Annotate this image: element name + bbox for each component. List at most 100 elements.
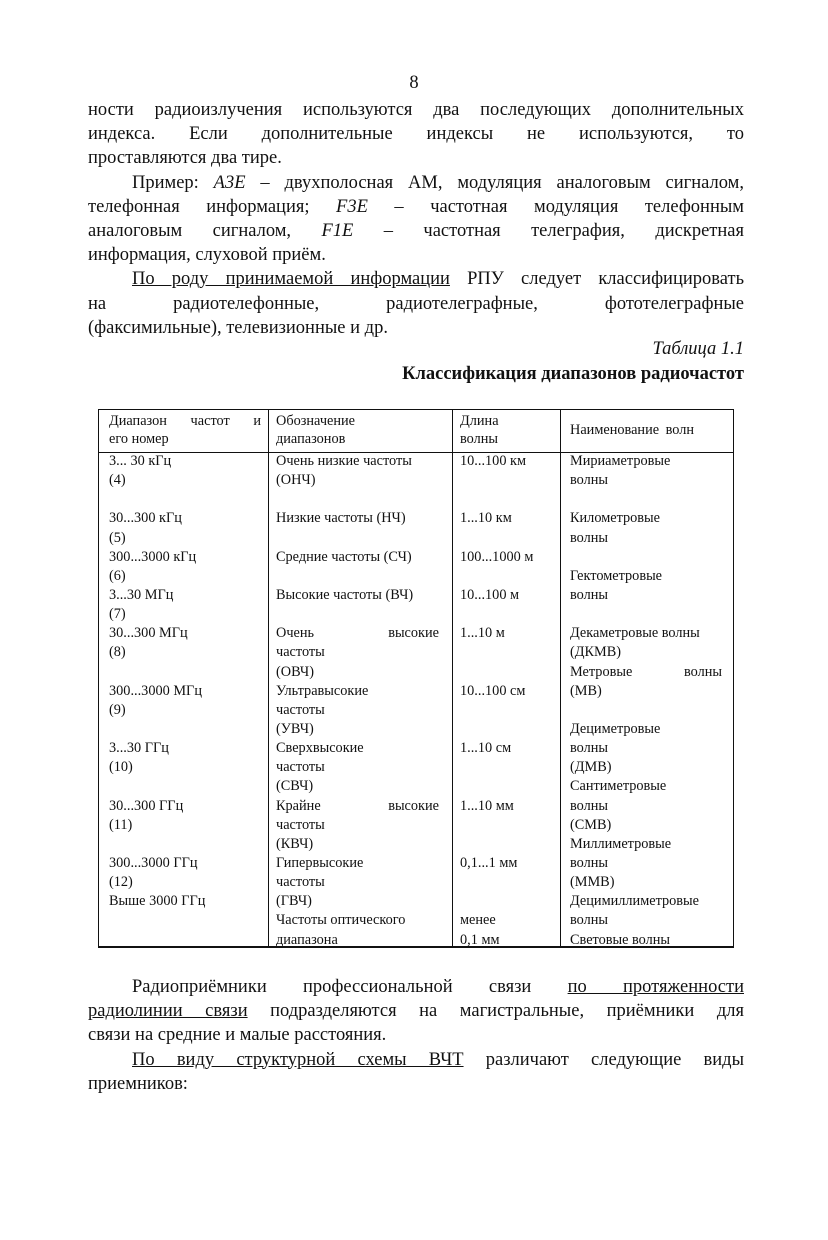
table-cell-line: [460, 643, 555, 662]
table-cell-line: (10): [109, 759, 133, 776]
table-cell-line: 30...300 МГц: [109, 625, 188, 642]
header-line: Обозначение: [276, 413, 356, 429]
table-cell-line: частоты: [276, 874, 325, 891]
table-cell-line: Гектометровые: [570, 567, 663, 584]
table-cell-line: частоты: [276, 701, 325, 718]
table-cell-line: [276, 605, 439, 624]
column-range: 3... 30 кГц (4) 30...300 кГц (5) 300...3000 …: [109, 452, 261, 950]
text: аналоговым сигналом,: [88, 220, 322, 241]
text: РПУ следует классифицировать: [449, 269, 744, 290]
header-line: Диапазон частот и: [109, 413, 261, 429]
top-text: ности радиоизлучения используются два по…: [88, 98, 744, 340]
table-cell-line: волны: [570, 586, 609, 603]
table-cell-line: [460, 758, 555, 777]
table-cell-line: [109, 777, 261, 796]
header-line: волны: [460, 431, 499, 447]
table-cell-line: 10...100 км: [460, 453, 527, 469]
table-cell-line: 1...10 см: [460, 740, 512, 757]
table-cell-line: (ДКМВ): [570, 644, 622, 661]
table-cell-line: Крайне высокие: [276, 797, 439, 814]
table-cell-line: частоты: [276, 816, 325, 833]
table-cell-line: (6): [109, 567, 126, 584]
text: – двухполосная АМ, модуляция аналоговым …: [245, 172, 744, 193]
text: проставляются два тире.: [88, 148, 282, 169]
table-cell-line: 300...3000 кГц: [109, 548, 197, 565]
table-cell-line: 0,1 мм: [460, 931, 500, 948]
text: на радиотелефонные, радиотелеграфные, фо…: [88, 293, 744, 314]
table-cell-line: волны: [570, 740, 609, 757]
table-cell-line: Очень низкие частоты: [276, 453, 412, 469]
table-cell-line: (5): [109, 529, 126, 546]
table-cell-line: 3...30 ГГц: [109, 740, 169, 757]
table-cell-line: [276, 567, 439, 586]
table-cell-line: Сверхвысокие: [276, 740, 364, 757]
header-line: Наименование волн: [570, 422, 695, 438]
table-cell-line: 3...30 МГц: [109, 586, 174, 603]
table-cell-line: [460, 873, 555, 892]
text: приемников:: [88, 1073, 188, 1094]
paragraph: ности радиоизлучения используются два по…: [88, 98, 744, 171]
table-cell-line: [460, 663, 555, 682]
column-wavelength: 10...100 км 1...10 км 100...1000 м 10...100…: [460, 452, 555, 950]
header-wave-name: Наименование волн: [570, 421, 726, 439]
text-line: По роду принимаемой информации РПУ следу…: [88, 267, 744, 291]
text: различают следующие виды: [463, 1049, 744, 1070]
table-cell-line: 100...1000 м: [460, 548, 534, 565]
header-line: его номер: [109, 431, 169, 447]
text-line: (факсимильные), телевизионные и др.: [88, 316, 744, 340]
table-cell-line: [570, 490, 722, 509]
page-number: 8: [409, 73, 419, 93]
header-range: Диапазон частот и его номер: [109, 412, 261, 448]
table-cell-line: 1...10 мм: [460, 797, 514, 814]
italic-code: F3E: [336, 196, 368, 217]
table-cell-line: Низкие частоты (НЧ): [276, 510, 406, 527]
table-cell-line: (4): [109, 472, 126, 489]
table-cell-line: Очень высокие: [276, 625, 439, 642]
frequency-bands-table: Диапазон частот и его номер Обозначение …: [98, 409, 734, 948]
text-line: приемников:: [88, 1072, 744, 1096]
paragraph: Радиоприёмники профессиональной связи по…: [88, 975, 744, 1048]
table-cell-line: 10...100 м: [460, 586, 520, 603]
table-cell-line: Миллиметровые: [570, 835, 672, 852]
column-designation: Очень низкие частоты (ОНЧ) Низкие частоты …: [276, 452, 439, 950]
table-cell-line: Мириаметровые: [570, 453, 671, 469]
text: связи на средние и малые расстояния.: [88, 1025, 387, 1046]
table-cell-line: [460, 720, 555, 739]
underlined-text: По виду структурной схемы ВЧТ: [132, 1049, 464, 1070]
text-line: По виду структурной схемы ВЧТ различают …: [88, 1048, 744, 1072]
header-line: диапазонов: [276, 431, 346, 447]
table-cell-line: [460, 567, 555, 586]
text-line: проставляются два тире.: [88, 146, 744, 170]
header-divider: [99, 452, 733, 453]
text-line: связи на средние и малые расстояния.: [88, 1023, 744, 1047]
table-cell-line: частоты: [276, 759, 325, 776]
table-cell-line: Световые волны: [570, 931, 671, 948]
table-title: Классификация диапазонов радиочастот: [402, 364, 744, 384]
table-cell-line: [276, 490, 439, 509]
table-cell-line: (МВ): [570, 682, 602, 699]
italic-code: F1E: [321, 220, 354, 241]
table-number-label: Таблица 1.1: [652, 339, 744, 359]
table-cell-line: Децимиллиметровые: [570, 893, 700, 910]
text-line: на радиотелефонные, радиотелеграфные, фо…: [88, 292, 744, 316]
text: (факсимильные), телевизионные и др.: [88, 317, 388, 338]
text: Пример:: [132, 172, 214, 193]
column-divider: [560, 410, 561, 946]
table-cell-line: (12): [109, 874, 133, 891]
table-cell-line: [109, 720, 261, 739]
paragraph: Пример: A3E – двухполосная АМ, модуляция…: [88, 171, 744, 268]
table-cell-line: 30...300 кГц: [109, 510, 182, 527]
table-cell-line: 300...3000 ГГц: [109, 854, 198, 871]
table-cell-line: волны: [570, 472, 609, 489]
text: информация, слуховой приём.: [88, 245, 326, 266]
table-cell-line: (9): [109, 701, 126, 718]
table-cell-line: волны: [570, 912, 609, 929]
table-cell-line: (ОНЧ): [276, 472, 316, 489]
table-cell-line: [460, 892, 555, 911]
table-cell-line: (ОВЧ): [276, 663, 314, 680]
table-cell-line: [460, 605, 555, 624]
text: подразделяются на магистральные, приёмни…: [247, 1001, 744, 1022]
text-line: телефонная информация; F3E – частотная м…: [88, 195, 744, 219]
table-cell-line: Ультравысокие: [276, 682, 369, 699]
table-cell-line: волны: [570, 854, 609, 871]
